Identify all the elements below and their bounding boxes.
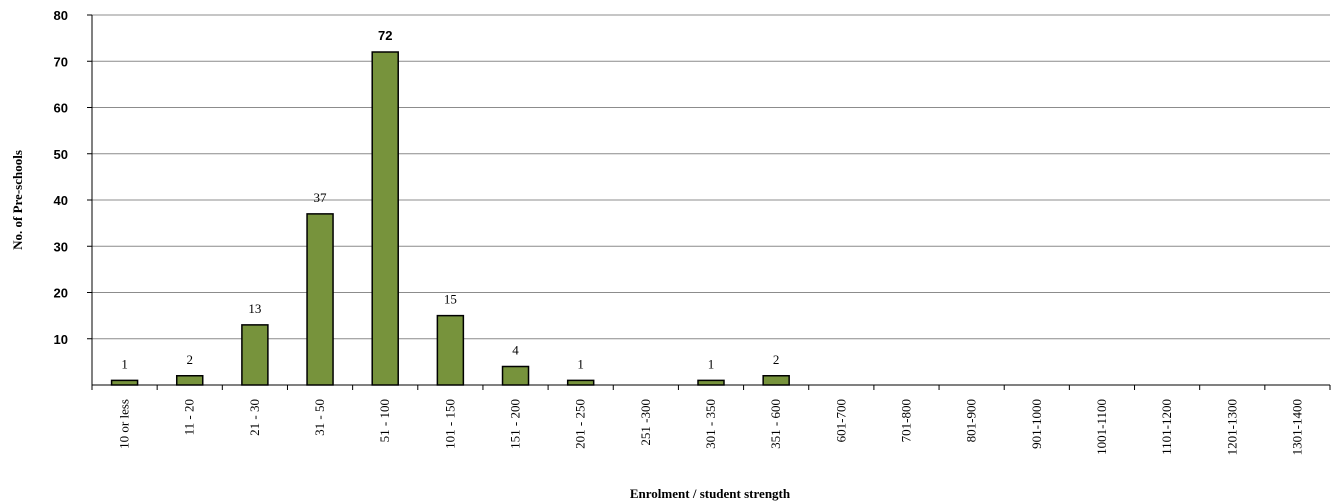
x-tick-label: 901-1000 (1029, 399, 1044, 449)
bar (372, 52, 398, 385)
x-tick-label: 151 - 200 (508, 399, 523, 449)
data-label: 4 (512, 343, 519, 358)
y-tick-label: 10 (54, 332, 68, 347)
data-label: 72 (378, 28, 392, 43)
y-tick-label: 70 (54, 54, 68, 69)
y-tick-label: 50 (54, 147, 68, 162)
y-tick-label: 30 (54, 239, 68, 254)
x-tick-label: 31 - 50 (312, 399, 327, 436)
x-tick-label: 1301-1400 (1289, 399, 1304, 455)
data-label: 1 (121, 356, 128, 371)
x-tick-label: 51 - 100 (377, 399, 392, 442)
data-label: 1 (577, 356, 584, 371)
gridlines (92, 15, 1330, 339)
bar (698, 380, 724, 385)
x-tick-label: 1201-1300 (1224, 399, 1239, 455)
data-label: 13 (248, 301, 261, 316)
y-tick-label: 80 (54, 8, 68, 23)
bar (763, 376, 789, 385)
x-tick-label: 701-800 (898, 399, 913, 442)
x-tick-label: 201 - 250 (573, 399, 588, 449)
bar (112, 380, 138, 385)
bars (112, 52, 790, 385)
bar (568, 380, 594, 385)
bar (242, 325, 268, 385)
data-label: 2 (186, 352, 193, 367)
bar (307, 214, 333, 385)
x-tick-label: 11 - 20 (182, 399, 197, 435)
y-axis-title: No. of Pre-schools (10, 150, 25, 250)
data-label: 15 (444, 292, 457, 307)
y-axis: 10 20 30 40 50 60 70 80 (54, 8, 92, 385)
x-tick-label: 10 or less (117, 399, 132, 449)
x-axis-title: Enrolment / student strength (630, 486, 791, 501)
x-tick-label: 801-900 (964, 399, 979, 442)
x-tick-label: 1001-1100 (1094, 399, 1109, 455)
data-label: 1 (708, 356, 715, 371)
x-tick-label: 601-700 (833, 399, 848, 442)
x-tick-label: 21 - 30 (247, 399, 262, 436)
y-tick-label: 20 (54, 286, 68, 301)
x-tick-label: 351 - 600 (768, 399, 783, 449)
x-tick-label: 101 - 150 (442, 399, 457, 449)
x-tick-label: 251 -300 (638, 399, 653, 446)
bar (177, 376, 203, 385)
y-tick-label: 40 (54, 193, 68, 208)
x-tick-label: 301 - 350 (703, 399, 718, 449)
bar (437, 316, 463, 385)
x-tick-label: 1101-1200 (1159, 399, 1174, 455)
y-tick-label: 60 (54, 101, 68, 116)
bar (503, 367, 529, 386)
x-axis: 10 or less 11 - 20 21 - 30 31 - 50 51 - 100 1… (92, 385, 1330, 455)
data-label: 37 (314, 190, 328, 205)
data-label: 2 (773, 352, 780, 367)
